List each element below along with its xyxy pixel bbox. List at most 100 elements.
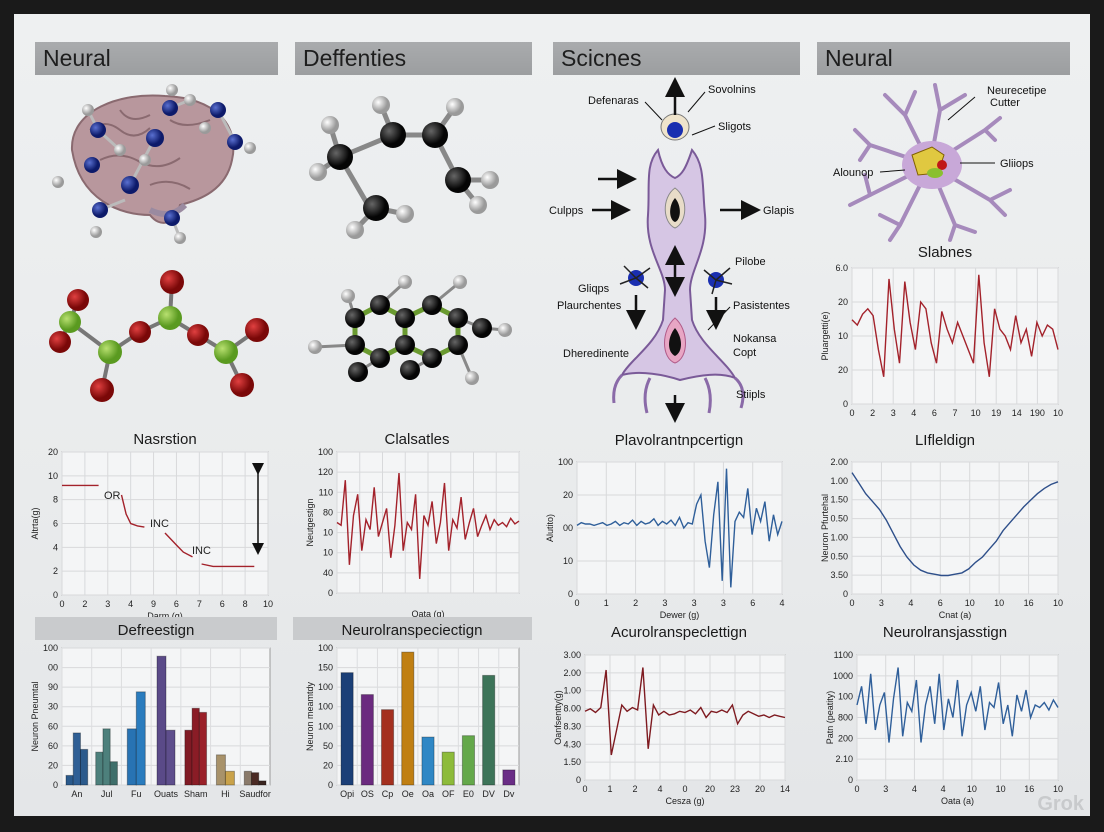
y-tick-label: 1.00 bbox=[830, 476, 848, 486]
y-tick-label: 10 bbox=[563, 556, 573, 566]
x-tick-label: Jul bbox=[101, 789, 113, 799]
label-neurecetipe: Neurecetipe bbox=[987, 85, 1046, 97]
red-green-molecule bbox=[49, 270, 269, 402]
x-axis-label: Dewer (g) bbox=[660, 610, 700, 620]
series-line bbox=[851, 472, 1059, 577]
x-tick-label: 3 bbox=[721, 598, 726, 608]
y-tick-label: 0.50 bbox=[830, 514, 848, 524]
bar-jul bbox=[95, 751, 104, 786]
x-tick-label: Opi bbox=[340, 789, 354, 799]
y-tick-label: 50 bbox=[323, 741, 333, 751]
series-line bbox=[576, 468, 783, 588]
y-tick-label: 0 bbox=[328, 780, 333, 790]
x-tick-label: 6 bbox=[750, 598, 755, 608]
x-tick-label: 4 bbox=[911, 408, 916, 418]
y-tick-label: 0 bbox=[53, 780, 58, 790]
x-tick-label: 0 bbox=[59, 599, 64, 609]
y-tick-label: 0 bbox=[53, 590, 58, 600]
y-tick-label: 100 bbox=[318, 643, 333, 653]
y-tick-label: 20 bbox=[323, 760, 333, 770]
y-tick-label: 120 bbox=[318, 467, 333, 477]
x-tick-label: E0 bbox=[463, 789, 474, 799]
brain-molecule-illustration bbox=[52, 84, 256, 244]
y-tick-label: 100 bbox=[318, 682, 333, 692]
y-tick-label: 8 bbox=[53, 495, 58, 505]
bar-sham bbox=[191, 707, 200, 786]
bar-ouats bbox=[156, 655, 167, 786]
y-tick-label: 1000 bbox=[833, 671, 853, 681]
x-tick-label: 14 bbox=[1012, 408, 1022, 418]
star-neuron-diagram: Neurecetipe Cutter Alounop Gliiops bbox=[833, 83, 1046, 242]
label-copt: Copt bbox=[733, 347, 756, 359]
bar-sham bbox=[184, 729, 193, 786]
bar-dv bbox=[502, 769, 516, 786]
y-tick-label: 20 bbox=[838, 297, 848, 307]
bar-an bbox=[65, 774, 74, 786]
y-tick-label: 3.00 bbox=[563, 650, 581, 660]
series-line bbox=[856, 667, 1059, 743]
bar-saudfor bbox=[258, 780, 267, 786]
y-tick-label: 100 bbox=[43, 643, 58, 653]
y-tick-label: 00 bbox=[563, 523, 573, 533]
x-tick-label: DV bbox=[482, 789, 495, 799]
x-tick-label: Saudfor bbox=[239, 789, 271, 799]
x-axis-label: Oata (a) bbox=[941, 796, 974, 806]
chart-lifleldign: LIfleldign 0 3.50 0.50 1.00 0.50 1.50 1.00 2.00 N… bbox=[820, 432, 1063, 620]
y-axis-label: Neutgestign bbox=[305, 498, 315, 546]
bar-sham bbox=[198, 711, 208, 786]
x-tick-label: 2 bbox=[633, 598, 638, 608]
x-tick-label: 10 bbox=[1053, 784, 1063, 794]
chart-title: LIfleldign bbox=[915, 432, 975, 449]
x-tick-label: 2 bbox=[82, 599, 87, 609]
y-tick-label: 4 bbox=[53, 542, 58, 552]
bar-of bbox=[441, 751, 455, 786]
x-tick-label: 10 bbox=[1053, 598, 1063, 608]
chart-slabnes: Slabnes 0 20 10 20 6.0 Pluargetti(e) 0 2 3 4 6 7 10 19… bbox=[820, 244, 1063, 418]
y-tick-label: 0 bbox=[328, 588, 333, 598]
x-tick-label: 4 bbox=[908, 598, 913, 608]
bar-ouats bbox=[165, 729, 176, 786]
bar-saudfor bbox=[243, 770, 253, 786]
label-glapis: Glapis bbox=[763, 205, 795, 217]
bar-dv bbox=[482, 674, 496, 786]
y-tick-label: 2.00 bbox=[563, 668, 581, 678]
x-tick-label: Ouats bbox=[154, 789, 179, 799]
x-tick-label: 10 bbox=[994, 598, 1004, 608]
y-tick-label: 2 bbox=[53, 566, 58, 576]
y-tick-label: 2.00 bbox=[830, 457, 848, 467]
y-tick-label: 8.00 bbox=[563, 704, 581, 714]
ring-molecule bbox=[308, 275, 512, 385]
bar-fu bbox=[135, 691, 146, 786]
series-line bbox=[851, 274, 1059, 377]
bar-os bbox=[360, 694, 374, 786]
x-tick-label: An bbox=[71, 789, 82, 799]
x-tick-label: OF bbox=[442, 789, 455, 799]
y-tick-label: 60 bbox=[48, 741, 58, 751]
label-plaurchentes: Plaurchentes bbox=[557, 300, 622, 312]
bar-an bbox=[79, 748, 89, 786]
y-tick-label: 100 bbox=[318, 702, 333, 712]
y-tick-label: 1.00 bbox=[563, 686, 581, 696]
y-tick-label: 20 bbox=[563, 490, 573, 500]
x-tick-label: 6 bbox=[938, 598, 943, 608]
chart-title: Slabnes bbox=[918, 244, 972, 261]
label-culpps: Culpps bbox=[549, 205, 584, 217]
y-tick-label: 10 bbox=[323, 548, 333, 558]
y-tick-label: 4.30 bbox=[563, 739, 581, 749]
label-sovolnins: Sovolnins bbox=[708, 84, 756, 96]
x-tick-label: 10 bbox=[996, 784, 1006, 794]
x-tick-label: Oa bbox=[422, 789, 434, 799]
y-tick-label: 90 bbox=[48, 682, 58, 692]
y-tick-label: 10 bbox=[48, 471, 58, 481]
x-tick-label: 19 bbox=[991, 408, 1001, 418]
y-tick-label: 0 bbox=[576, 775, 581, 785]
x-tick-label: Cp bbox=[382, 789, 394, 799]
y-tick-label: 100 bbox=[318, 721, 333, 731]
x-tick-label: 10 bbox=[965, 598, 975, 608]
y-tick-label: 0 bbox=[843, 589, 848, 599]
y-tick-label: 6.0 bbox=[835, 263, 848, 273]
y-tick-label: 10 bbox=[838, 331, 848, 341]
y-tick-label: 100 bbox=[838, 692, 853, 702]
x-tick-label: 1 bbox=[604, 598, 609, 608]
x-tick-label: 4 bbox=[912, 784, 917, 794]
